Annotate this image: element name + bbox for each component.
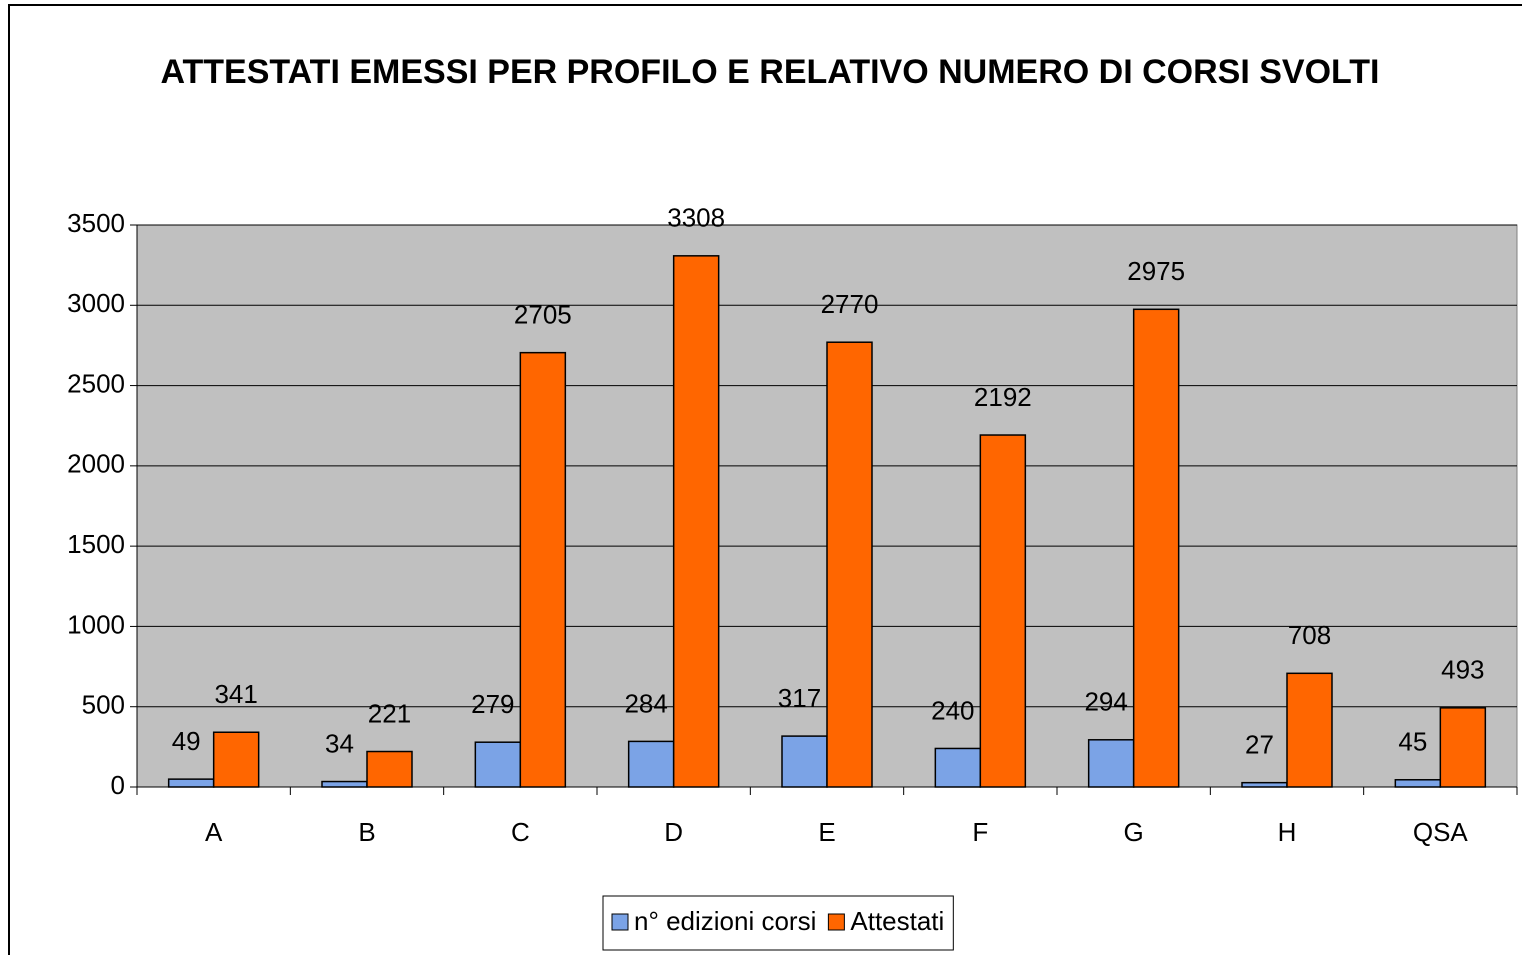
data-label: 279 [471, 689, 514, 719]
data-label: 341 [214, 679, 257, 709]
x-tick-label: A [205, 817, 223, 847]
legend-swatch [827, 913, 845, 931]
bar [366, 750, 413, 788]
data-label: 708 [1288, 620, 1331, 650]
data-label: 2192 [974, 382, 1032, 412]
data-label: 240 [931, 695, 974, 725]
legend-label: Attestati [850, 906, 944, 936]
x-tick-label: G [1124, 817, 1144, 847]
y-tick-label: 1500 [67, 529, 125, 559]
y-tick-label: 1000 [67, 609, 125, 639]
x-tick-label: C [511, 817, 530, 847]
x-tick-label: B [358, 817, 375, 847]
bar [321, 780, 368, 788]
data-label: 49 [172, 726, 201, 756]
data-label: 27 [1245, 730, 1274, 760]
bar [474, 741, 522, 788]
legend-swatch [611, 913, 629, 931]
bar [934, 747, 982, 788]
y-tick-label: 500 [82, 690, 125, 720]
data-label: 2770 [821, 289, 879, 319]
data-label: 317 [778, 683, 821, 713]
bar [1087, 739, 1135, 788]
bar [519, 351, 567, 788]
data-label: 493 [1441, 655, 1484, 685]
y-tick-label: 0 [111, 770, 125, 800]
bar [1394, 779, 1442, 788]
y-tick-label: 2500 [67, 368, 125, 398]
x-tick-label: F [972, 817, 988, 847]
bar [979, 434, 1027, 788]
x-tick-label: E [818, 817, 835, 847]
bar [1439, 707, 1487, 788]
data-label: 2975 [1127, 256, 1185, 286]
bar [627, 740, 675, 788]
y-tick-label: 2000 [67, 449, 125, 479]
data-label: 34 [325, 728, 354, 758]
bar [672, 255, 720, 788]
bar [167, 778, 215, 788]
bar [212, 731, 260, 788]
bar [1286, 672, 1333, 788]
data-label: 2705 [514, 300, 572, 330]
y-tick-label: 3500 [67, 208, 125, 238]
data-label: 3308 [667, 203, 725, 233]
bar [1132, 308, 1180, 788]
legend-label: n° edizioni corsi [634, 906, 816, 936]
x-tick-label: QSA [1413, 817, 1469, 847]
x-tick-label: H [1278, 817, 1297, 847]
bar [826, 341, 873, 788]
bar [1241, 781, 1288, 788]
data-label: 221 [368, 698, 411, 728]
chart-title: ATTESTATI EMESSI PER PROFILO E RELATIVO … [160, 53, 1380, 91]
data-label: 45 [1398, 727, 1427, 757]
x-tick-label: D [664, 817, 683, 847]
y-tick-label: 3000 [67, 288, 125, 318]
bar [781, 735, 828, 788]
legend-box [602, 895, 954, 951]
data-label: 294 [1084, 687, 1127, 717]
data-label: 284 [624, 688, 667, 718]
